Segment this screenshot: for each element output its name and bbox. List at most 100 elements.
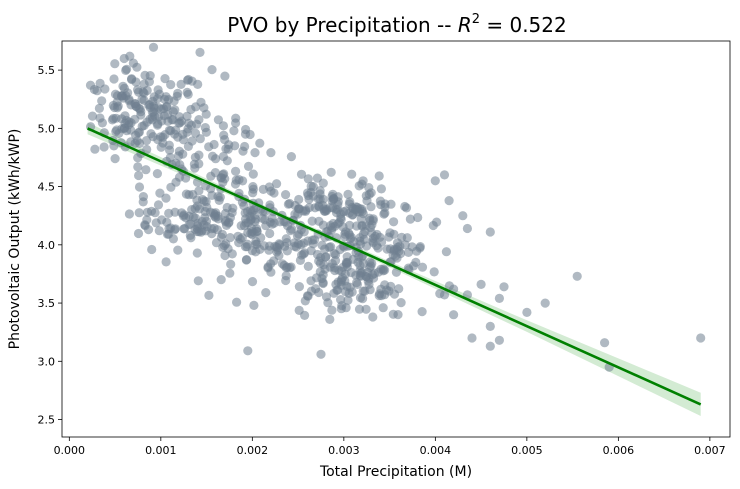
data-point bbox=[307, 216, 317, 226]
data-point bbox=[266, 267, 276, 277]
data-point bbox=[178, 135, 189, 145]
data-point bbox=[413, 212, 423, 223]
data-point bbox=[121, 65, 131, 75]
data-point bbox=[522, 307, 532, 317]
data-point bbox=[325, 262, 335, 272]
data-point bbox=[334, 265, 344, 275]
data-point bbox=[261, 288, 271, 298]
data-point bbox=[242, 255, 252, 265]
data-point bbox=[173, 245, 183, 255]
data-point bbox=[394, 284, 404, 294]
data-point bbox=[264, 245, 274, 255]
data-point bbox=[346, 267, 356, 278]
data-point bbox=[138, 197, 148, 207]
data-point bbox=[110, 59, 120, 69]
data-point bbox=[252, 227, 262, 237]
data-point bbox=[385, 228, 395, 238]
x-tick-label: 0.001 bbox=[145, 444, 177, 457]
data-point bbox=[248, 188, 258, 198]
data-point bbox=[374, 171, 384, 181]
data-point bbox=[164, 95, 174, 105]
data-point bbox=[122, 126, 132, 136]
data-point bbox=[405, 214, 415, 224]
data-point bbox=[341, 206, 351, 216]
data-point bbox=[232, 297, 242, 307]
data-point bbox=[119, 53, 129, 64]
data-point bbox=[415, 242, 425, 252]
data-point bbox=[194, 150, 204, 160]
data-point bbox=[275, 217, 285, 227]
data-point bbox=[345, 282, 355, 292]
data-point bbox=[310, 203, 320, 213]
data-point bbox=[303, 261, 313, 271]
data-point bbox=[231, 113, 241, 123]
data-point bbox=[303, 174, 313, 184]
data-point bbox=[157, 215, 167, 225]
data-point bbox=[174, 118, 184, 128]
data-point bbox=[239, 201, 249, 211]
data-point bbox=[124, 209, 134, 219]
data-point bbox=[216, 173, 226, 183]
data-point bbox=[240, 141, 250, 152]
data-point bbox=[140, 70, 150, 80]
data-point bbox=[325, 221, 335, 231]
data-point bbox=[343, 295, 353, 305]
data-point bbox=[201, 197, 211, 207]
data-point bbox=[141, 165, 151, 175]
data-point bbox=[197, 225, 207, 236]
data-point bbox=[255, 138, 265, 148]
data-point bbox=[218, 151, 228, 162]
data-point bbox=[261, 221, 271, 231]
data-point bbox=[207, 65, 217, 75]
data-point bbox=[221, 239, 231, 249]
data-point bbox=[333, 277, 343, 287]
data-point bbox=[352, 279, 362, 289]
data-point bbox=[214, 195, 224, 205]
data-point bbox=[208, 151, 218, 161]
data-point bbox=[220, 71, 230, 81]
data-point bbox=[272, 179, 282, 189]
data-point bbox=[376, 184, 386, 194]
data-point bbox=[209, 223, 219, 233]
data-point bbox=[195, 134, 205, 144]
data-point bbox=[245, 129, 255, 140]
data-point bbox=[220, 208, 231, 219]
data-point bbox=[380, 208, 390, 218]
data-point bbox=[368, 238, 378, 248]
data-point bbox=[429, 267, 439, 277]
data-point bbox=[147, 107, 157, 117]
data-point bbox=[142, 117, 152, 127]
data-point bbox=[221, 220, 232, 230]
data-point bbox=[281, 271, 291, 281]
data-point bbox=[184, 219, 194, 230]
data-point bbox=[227, 249, 237, 259]
data-point bbox=[161, 257, 171, 267]
data-point bbox=[397, 232, 407, 242]
data-point bbox=[499, 282, 509, 292]
data-point bbox=[281, 190, 291, 200]
data-point bbox=[380, 280, 390, 290]
data-point bbox=[368, 312, 378, 322]
data-point bbox=[347, 169, 357, 179]
data-point bbox=[249, 300, 259, 310]
data-point bbox=[184, 190, 194, 200]
data-point bbox=[325, 314, 335, 324]
data-point bbox=[166, 80, 176, 90]
x-tick-label: 0.007 bbox=[694, 444, 726, 457]
plot-frame bbox=[61, 40, 731, 438]
data-point bbox=[301, 205, 311, 215]
data-point bbox=[696, 333, 706, 343]
data-point bbox=[359, 259, 369, 269]
data-point bbox=[352, 221, 362, 231]
data-point bbox=[154, 89, 164, 99]
data-point bbox=[113, 101, 123, 111]
data-point bbox=[134, 170, 144, 181]
x-tick-label: 0.006 bbox=[603, 444, 635, 457]
data-point bbox=[95, 113, 105, 123]
data-point bbox=[177, 208, 187, 218]
data-point bbox=[219, 130, 229, 140]
data-point bbox=[377, 237, 387, 247]
data-point bbox=[277, 259, 287, 269]
data-point bbox=[164, 208, 174, 218]
